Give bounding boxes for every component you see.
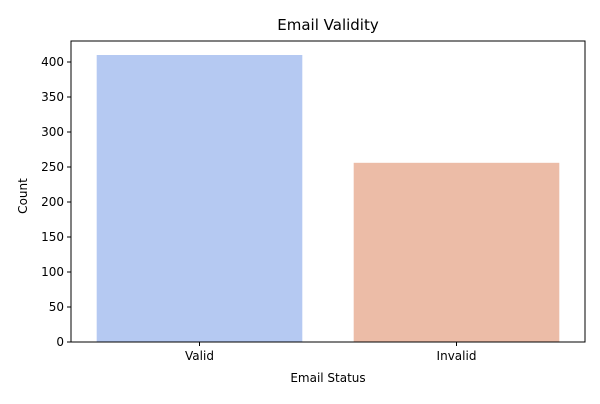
y-tick-label: 250 bbox=[41, 160, 64, 174]
y-axis-label: Count bbox=[16, 178, 30, 214]
y-tick-label: 400 bbox=[41, 55, 64, 69]
plot-frame bbox=[70, 40, 586, 343]
x-axis: Valid Invalid bbox=[185, 342, 476, 363]
bars-group bbox=[96, 55, 560, 342]
bar-valid bbox=[96, 55, 303, 342]
chart-title: Email Validity bbox=[277, 16, 379, 34]
y-tick-label: 100 bbox=[41, 265, 64, 279]
y-tick-label: 0 bbox=[56, 335, 64, 349]
bar-invalid bbox=[353, 162, 560, 342]
y-axis: 0 50 100 150 200 250 300 350 400 bbox=[41, 55, 71, 349]
y-tick-label: 200 bbox=[41, 195, 64, 209]
y-tick-label: 350 bbox=[41, 90, 64, 104]
y-tick-label: 150 bbox=[41, 230, 64, 244]
y-tick-label: 300 bbox=[41, 125, 64, 139]
y-tick-label: 50 bbox=[49, 300, 64, 314]
x-tick-label: Invalid bbox=[437, 349, 477, 363]
x-axis-label: Email Status bbox=[290, 371, 365, 385]
x-tick-label: Valid bbox=[185, 349, 214, 363]
